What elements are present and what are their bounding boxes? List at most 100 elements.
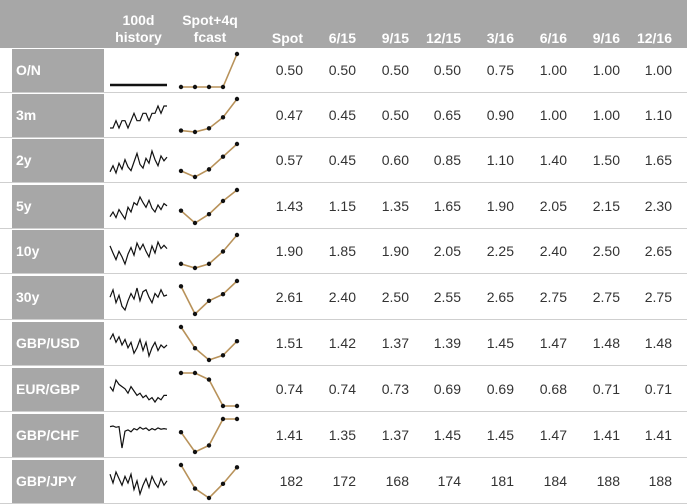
history-sparkline	[110, 104, 167, 130]
value-cell: 0.50	[433, 62, 461, 78]
forecast-point	[220, 249, 226, 254]
value-cell: 0.69	[433, 381, 461, 397]
row-divider	[0, 319, 687, 320]
history-line	[109, 332, 168, 359]
value-cell: 1.00	[539, 107, 567, 123]
fcast-header-line1: Spot+4q	[182, 12, 238, 28]
value-cell: 0.90	[486, 107, 514, 123]
history-sparkline	[109, 378, 167, 404]
value-cell: 0.65	[433, 107, 461, 123]
column-header: 6/16	[539, 30, 567, 46]
row-label: GBP/JPY	[12, 460, 104, 503]
column-header: 9/15	[381, 30, 409, 46]
forecast-point	[178, 168, 184, 174]
value-cell: 1.90	[275, 243, 303, 259]
header-row: 100d history Spot+4q fcast Spot 6/15 9/15 1…	[0, 0, 687, 48]
value-cell: 2.30	[644, 198, 672, 214]
forecast-point	[234, 232, 240, 238]
value-cell: 182	[279, 473, 303, 489]
row-label: 30y	[12, 276, 104, 319]
history-line	[109, 240, 168, 266]
history-line	[109, 425, 168, 449]
forecast-point	[206, 298, 212, 303]
value-cell: 2.61	[275, 289, 303, 305]
forecast-point	[178, 324, 184, 330]
forecast-point	[192, 174, 198, 180]
value-cell: 2.15	[592, 198, 620, 214]
row-divider	[0, 182, 687, 183]
history-line	[109, 470, 168, 497]
value-cell: 1.41	[592, 427, 620, 443]
value-cell: 1.90	[381, 243, 409, 259]
value-cell: 1.15	[328, 198, 356, 214]
forecast-point	[220, 84, 226, 90]
forecast-point	[192, 265, 198, 271]
forecast-point	[206, 443, 212, 448]
forecast-point	[206, 357, 212, 363]
column-header: 12/15	[425, 30, 461, 46]
forecast-line	[180, 464, 238, 500]
value-cell: 1.85	[328, 243, 356, 259]
forecast-point	[234, 141, 240, 147]
value-cell: 1.35	[328, 427, 356, 443]
table-row: O/N 0.50 0.50 0.50 0.50 0.75 1.00 1.00 1.00	[0, 49, 687, 93]
row-divider	[0, 92, 687, 93]
value-cell: 1.41	[644, 427, 672, 443]
table-row: GBP/JPY 182 172 168 174 181 184 188 188	[0, 460, 687, 504]
row-label: 10y	[12, 230, 104, 273]
forecast-sparkline	[178, 278, 240, 317]
value-cell: 0.60	[381, 152, 409, 168]
forecast-sparkline	[178, 370, 240, 409]
forecast-point	[206, 495, 212, 501]
forecast-point	[206, 212, 212, 217]
forecast-line	[180, 326, 238, 361]
history-sparkline	[109, 470, 168, 497]
value-cell: 0.45	[328, 152, 356, 168]
row-divider	[0, 273, 687, 274]
value-cell: 1.41	[275, 427, 303, 443]
forecast-point	[206, 261, 212, 267]
value-cell: 168	[385, 473, 409, 489]
table-row: GBP/USD 1.51 1.42 1.37 1.39 1.45 1.47 1.48 1.48	[0, 322, 687, 366]
forecast-point	[220, 154, 226, 159]
history-header-line2: history	[115, 29, 162, 45]
value-cell: 2.25	[486, 243, 514, 259]
forecast-point	[178, 84, 184, 90]
forecast-point	[220, 115, 226, 120]
forecast-point	[220, 198, 226, 204]
value-cell: 1.47	[539, 427, 567, 443]
row-divider	[0, 365, 687, 366]
value-cell: 1.45	[486, 335, 514, 351]
column-header: 12/16	[636, 30, 672, 46]
table-row: 5y 1.43 1.15 1.35 1.65 1.90 2.05 2.15 2.30	[0, 185, 687, 229]
value-cell: 2.40	[539, 243, 567, 259]
value-cell: 1.35	[381, 198, 409, 214]
forecast-line	[181, 53, 238, 88]
forecast-point	[220, 481, 226, 487]
value-cell: 0.69	[486, 381, 514, 397]
value-cell: 1.39	[433, 335, 461, 351]
value-cell: 2.65	[486, 289, 514, 305]
forecast-point	[234, 403, 240, 409]
value-cell: 1.40	[539, 152, 567, 168]
value-cell: 1.42	[328, 335, 356, 351]
forecast-point	[234, 187, 240, 193]
forecast-point	[206, 126, 212, 131]
history-line	[110, 104, 167, 130]
value-cell: 0.50	[328, 62, 356, 78]
table-row: EUR/GBP 0.74 0.74 0.73 0.69 0.69 0.68 0.71 0.71	[0, 368, 687, 412]
table-row: 10y 1.90 1.85 1.90 2.05 2.25 2.40 2.50 2.65	[0, 230, 687, 274]
value-cell: 1.37	[381, 427, 409, 443]
value-cell: 0.57	[275, 152, 303, 168]
forecast-point	[206, 167, 212, 172]
history-line	[109, 378, 167, 404]
forecast-point	[192, 220, 198, 226]
forecast-line	[180, 280, 238, 316]
forecast-sparkline	[178, 51, 240, 90]
forecast-point	[192, 84, 198, 90]
forecast-point	[234, 51, 240, 57]
row-label: GBP/USD	[12, 322, 104, 365]
forecast-point	[178, 430, 184, 435]
value-cell: 0.47	[275, 107, 303, 123]
forecast-point	[220, 292, 226, 297]
